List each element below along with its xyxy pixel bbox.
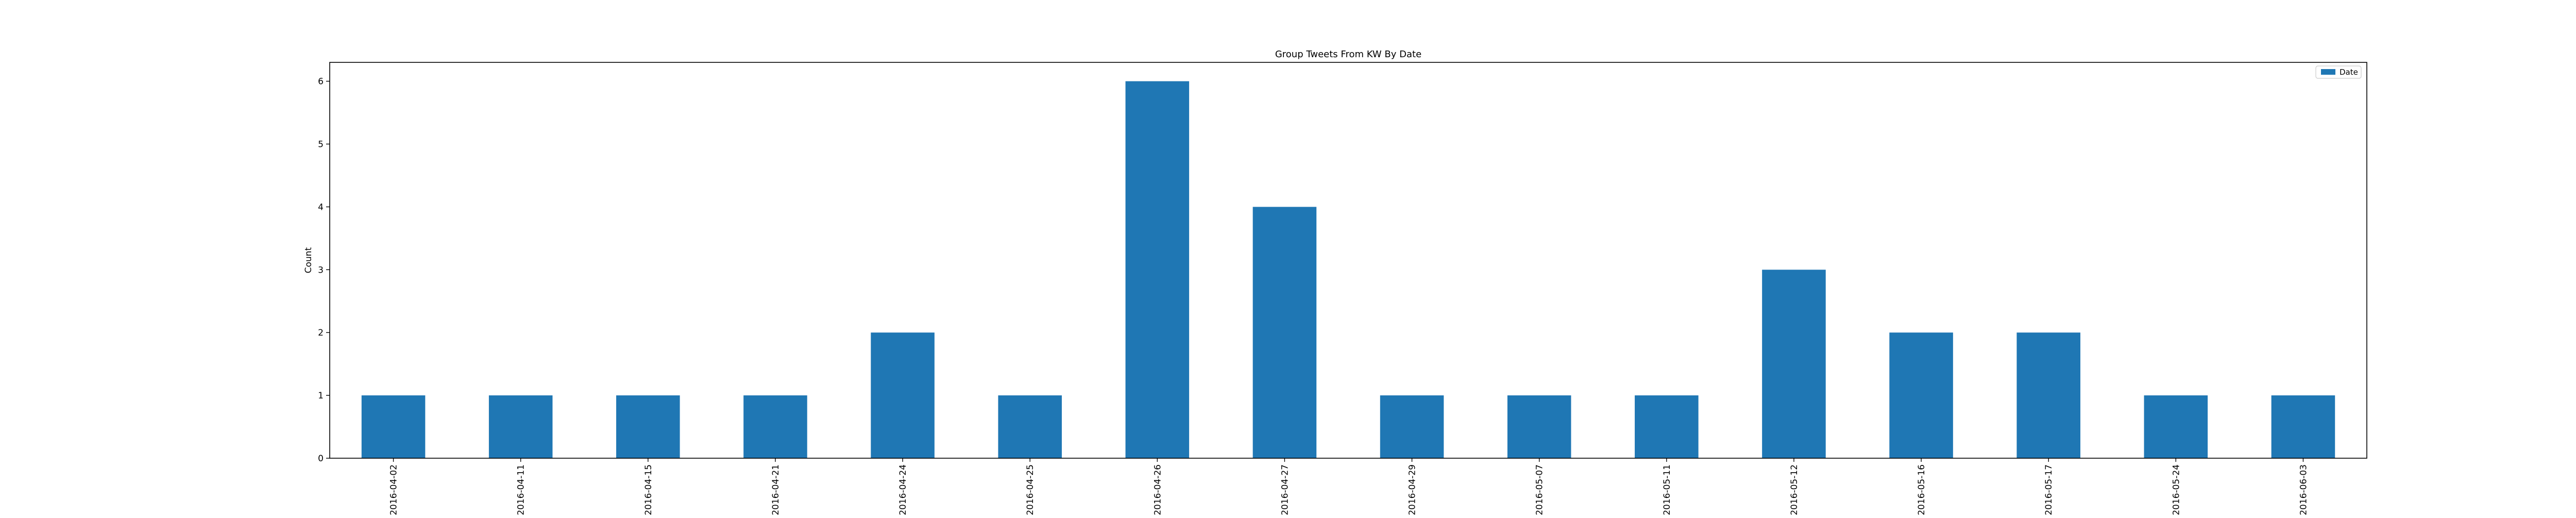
bar-2016-04-11 <box>488 395 553 458</box>
chart-title: Group Tweets From KW By Date <box>1275 49 1421 60</box>
y-tick-label: 2 <box>318 328 324 338</box>
x-tick-label: 2016-04-11 <box>516 464 527 515</box>
bar-2016-05-16 <box>1889 332 1953 458</box>
x-tick-label: 2016-04-24 <box>898 464 908 515</box>
y-tick-label: 1 <box>318 391 324 401</box>
bar-2016-04-29 <box>1380 395 1444 458</box>
x-tick-label: 2016-04-27 <box>1280 464 1290 515</box>
bar-2016-04-27 <box>1252 207 1317 458</box>
x-tick-label: 2016-06-03 <box>2298 464 2309 515</box>
legend-swatch <box>2321 69 2335 75</box>
x-tick-label: 2016-05-24 <box>2171 464 2181 515</box>
bar-2016-05-17 <box>2016 332 2080 458</box>
x-tick-label: 2016-05-12 <box>1789 464 1800 515</box>
plot-frame <box>329 62 2367 459</box>
legend: Date <box>2315 65 2362 79</box>
y-tick-label: 6 <box>318 77 324 87</box>
bar-2016-05-24 <box>2144 395 2208 458</box>
bar-2016-04-02 <box>361 395 426 458</box>
y-tick-label: 3 <box>318 265 324 275</box>
y-tick-label: 0 <box>318 454 324 464</box>
bar-2016-05-11 <box>1635 395 1699 458</box>
x-tick-label: 2016-04-29 <box>1408 464 1418 515</box>
bar-series <box>361 81 2335 459</box>
bar-2016-05-12 <box>1762 270 1826 458</box>
bar-2016-05-07 <box>1507 395 1571 458</box>
bar-2016-04-15 <box>616 395 680 458</box>
bar-2016-04-24 <box>871 332 935 458</box>
x-tick-label: 2016-04-02 <box>389 464 399 515</box>
x-tick-label: 2016-05-16 <box>1917 464 1927 515</box>
bar-2016-06-03 <box>2271 395 2335 458</box>
x-tick-label: 2016-04-26 <box>1153 464 1163 515</box>
y-axis-label: Count <box>303 247 314 273</box>
bar-2016-04-26 <box>1125 81 1190 459</box>
bar-2016-04-21 <box>743 395 807 458</box>
bar-2016-04-25 <box>998 395 1062 458</box>
x-tick-label: 2016-05-11 <box>1662 464 1672 515</box>
legend-label: Date <box>2340 68 2358 77</box>
x-axis-ticks: 2016-04-02 2016-04-11 2016-04-15 2016-04-21… <box>389 458 2309 515</box>
y-tick-label: 5 <box>318 139 324 149</box>
x-tick-label: 2016-05-07 <box>1535 464 1545 515</box>
x-tick-label: 2016-04-25 <box>1025 464 1036 515</box>
x-tick-label: 2016-04-15 <box>643 464 654 515</box>
x-tick-label: 2016-04-21 <box>771 464 781 515</box>
y-tick-label: 4 <box>318 202 324 212</box>
x-tick-label: 2016-05-17 <box>2044 464 2054 515</box>
y-axis-ticks: 0 1 2 3 4 5 6 <box>318 77 330 464</box>
